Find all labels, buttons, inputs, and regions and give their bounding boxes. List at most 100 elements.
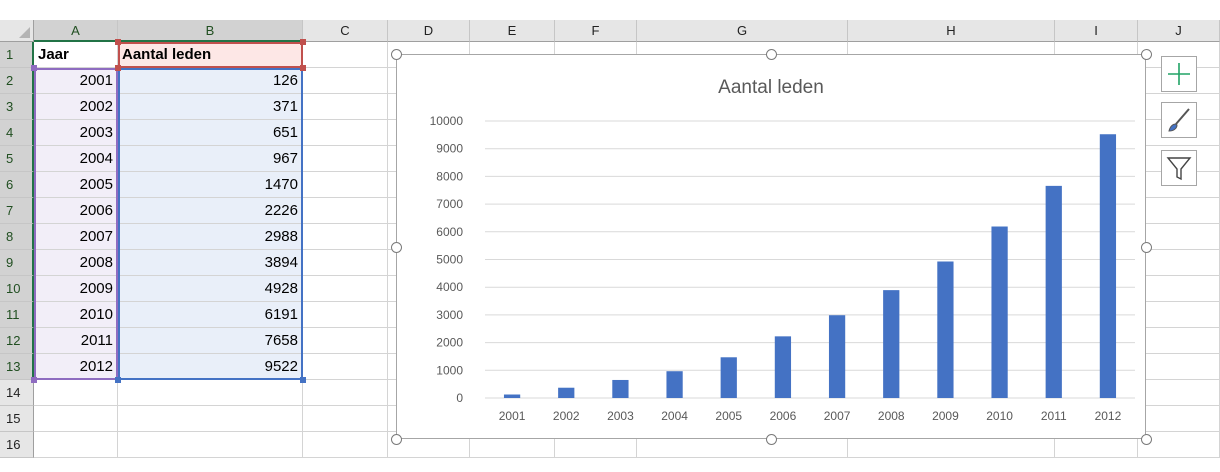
cell-a5[interactable]: 2004 [34, 146, 118, 172]
row-header-14[interactable]: 14 [0, 380, 34, 406]
cell-b4[interactable]: 651 [118, 120, 303, 146]
cell-b7[interactable]: 2226 [118, 198, 303, 224]
cell-a12[interactable]: 2011 [34, 328, 118, 354]
chart-resize-handle[interactable] [1141, 434, 1152, 445]
column-header-c[interactable]: C [303, 20, 388, 42]
cell-e16[interactable] [470, 432, 555, 458]
cell-j14[interactable] [1138, 380, 1220, 406]
chart-resize-handle[interactable] [766, 49, 777, 60]
cell-b6[interactable]: 1470 [118, 172, 303, 198]
cell-b2[interactable]: 126 [118, 68, 303, 94]
cell-j11[interactable] [1138, 302, 1220, 328]
cell-c2[interactable] [303, 68, 388, 94]
chart-filters-button[interactable] [1161, 150, 1197, 186]
cell-i16[interactable] [1055, 432, 1138, 458]
cell-b10[interactable]: 4928 [118, 276, 303, 302]
chart-resize-handle[interactable] [766, 434, 777, 445]
values-range-outline-handle[interactable] [300, 377, 306, 383]
cell-c13[interactable] [303, 354, 388, 380]
row-header-11[interactable]: 11 [0, 302, 34, 328]
column-header-e[interactable]: E [470, 20, 555, 42]
cell-c16[interactable] [303, 432, 388, 458]
cell-j7[interactable] [1138, 198, 1220, 224]
cell-a16[interactable] [34, 432, 118, 458]
cell-a15[interactable] [34, 406, 118, 432]
chart-object[interactable]: Aantal leden 0 1000 2000 3000 4000 5000 6000 70… [396, 54, 1146, 439]
column-header-h[interactable]: H [848, 20, 1055, 42]
column-header-b[interactable]: B [118, 20, 303, 42]
chart-resize-handle[interactable] [391, 434, 402, 445]
row-header-8[interactable]: 8 [0, 224, 34, 250]
row-header-7[interactable]: 7 [0, 198, 34, 224]
cell-c14[interactable] [303, 380, 388, 406]
chart-resize-handle[interactable] [391, 49, 402, 60]
cell-h16[interactable] [848, 432, 1055, 458]
row-header-5[interactable]: 5 [0, 146, 34, 172]
cell-c1[interactable] [303, 42, 388, 68]
row-header-10[interactable]: 10 [0, 276, 34, 302]
cell-f16[interactable] [555, 432, 637, 458]
row-header-13[interactable]: 13 [0, 354, 34, 380]
row-header-4[interactable]: 4 [0, 120, 34, 146]
cell-a11[interactable]: 2010 [34, 302, 118, 328]
cell-b15[interactable] [118, 406, 303, 432]
row-header-6[interactable]: 6 [0, 172, 34, 198]
column-header-a[interactable]: A [34, 20, 118, 42]
series-name-outline-handle[interactable] [300, 39, 306, 45]
cell-d16[interactable] [388, 432, 470, 458]
series-name-outline-handle[interactable] [115, 39, 121, 45]
chart-elements-button[interactable] [1161, 56, 1197, 92]
cell-c11[interactable] [303, 302, 388, 328]
select-all-corner[interactable] [0, 20, 34, 42]
row-header-15[interactable]: 15 [0, 406, 34, 432]
column-header-f[interactable]: F [555, 20, 637, 42]
chart-resize-handle[interactable] [391, 241, 402, 253]
cell-c15[interactable] [303, 406, 388, 432]
cell-j13[interactable] [1138, 354, 1220, 380]
row-header-12[interactable]: 12 [0, 328, 34, 354]
row-header-3[interactable]: 3 [0, 94, 34, 120]
cell-c10[interactable] [303, 276, 388, 302]
cell-a4[interactable]: 2003 [34, 120, 118, 146]
cell-a1[interactable]: Jaar [34, 42, 118, 68]
row-header-1[interactable]: 1 [0, 42, 34, 68]
row-header-9[interactable]: 9 [0, 250, 34, 276]
row-header-16[interactable]: 16 [0, 432, 34, 458]
cell-a7[interactable]: 2006 [34, 198, 118, 224]
cell-b5[interactable]: 967 [118, 146, 303, 172]
cell-a10[interactable]: 2009 [34, 276, 118, 302]
cell-b3[interactable]: 371 [118, 94, 303, 120]
cell-a9[interactable]: 2008 [34, 250, 118, 276]
cell-j12[interactable] [1138, 328, 1220, 354]
cell-c4[interactable] [303, 120, 388, 146]
cell-a14[interactable] [34, 380, 118, 406]
chart-resize-handle[interactable] [1141, 49, 1152, 60]
cell-c12[interactable] [303, 328, 388, 354]
column-header-i[interactable]: I [1055, 20, 1138, 42]
cell-b12[interactable]: 7658 [118, 328, 303, 354]
cell-j10[interactable] [1138, 276, 1220, 302]
cell-j15[interactable] [1138, 406, 1220, 432]
cell-a2[interactable]: 2001 [34, 68, 118, 94]
column-header-d[interactable]: D [388, 20, 470, 42]
cell-b1[interactable]: Aantal leden [118, 42, 303, 68]
cell-c6[interactable] [303, 172, 388, 198]
chart-resize-handle[interactable] [1141, 241, 1152, 253]
cell-a13[interactable]: 2012 [34, 354, 118, 380]
column-header-g[interactable]: G [637, 20, 848, 42]
cell-c3[interactable] [303, 94, 388, 120]
cell-b14[interactable] [118, 380, 303, 406]
cell-c5[interactable] [303, 146, 388, 172]
cell-g16[interactable] [637, 432, 848, 458]
chart-styles-button[interactable] [1161, 102, 1197, 138]
category-range-outline-handle[interactable] [31, 65, 37, 71]
series-name-outline-handle[interactable] [300, 65, 306, 71]
cell-b8[interactable]: 2988 [118, 224, 303, 250]
values-range-outline-handle[interactable] [115, 377, 121, 383]
row-header-2[interactable]: 2 [0, 68, 34, 94]
cell-a3[interactable]: 2002 [34, 94, 118, 120]
cell-c8[interactable] [303, 224, 388, 250]
category-range-outline-handle[interactable] [31, 377, 37, 383]
cell-c7[interactable] [303, 198, 388, 224]
series-name-outline-handle[interactable] [115, 65, 121, 71]
